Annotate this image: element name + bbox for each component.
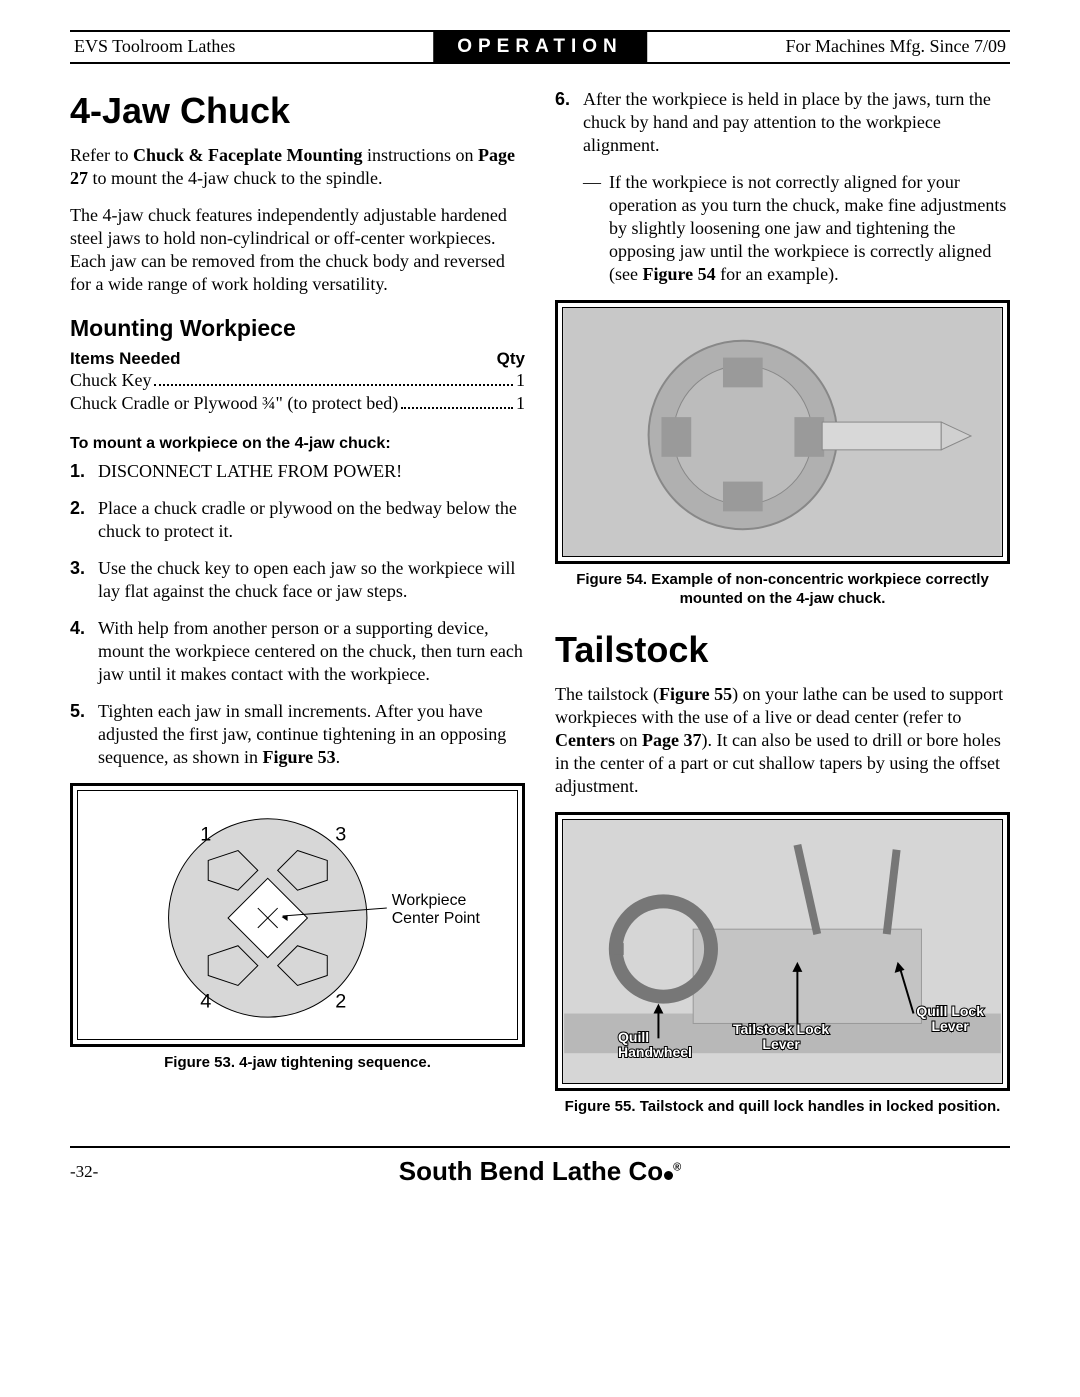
fig53-lbl2: Center Point [392,910,481,927]
intro-paragraph-2: The 4-jaw chuck features independently a… [70,204,525,296]
header-right: For Machines Mfg. Since 7/09 [782,35,1010,58]
jaw-num-1: 1 [200,824,211,846]
sub-step-dash: — If the workpiece is not correctly alig… [583,171,1010,286]
dot-leader [154,372,513,386]
step-item: 3.Use the chuck key to open each jaw so … [70,557,525,603]
dash-marker: — [583,171,609,286]
text: Quill [618,1029,649,1045]
figure-53-caption: Figure 53. 4-jaw tightening sequence. [70,1053,525,1072]
figure-55-photo: Quill Handwheel Tailstock Lock Lever Qui… [562,819,1003,1084]
items-needed-label: Items Needed [70,348,181,370]
section-title-tailstock: Tailstock [555,627,1010,673]
text: Refer to [70,145,133,165]
text: Lever [762,1036,799,1052]
brand-text: South Bend Lathe Co [399,1156,663,1186]
fig55-label-quill-handwheel: Quill Handwheel [618,1030,692,1061]
item-row: Chuck Key 1 [70,369,525,392]
step-item: 4.With help from another person or a sup… [70,617,525,686]
brand-dot-icon [664,1171,673,1180]
figure-53-diagram: 1 3 2 4 Workpiece Center Point [77,790,518,1040]
step-number: 3. [70,557,98,603]
subhead-mounting-workpiece: Mounting Workpiece [70,314,525,343]
text: to mount the 4-jaw chuck to the spindle. [88,168,382,188]
step-item: 2.Place a chuck cradle or plywood on the… [70,497,525,543]
step-text: With help from another person or a suppo… [98,617,525,686]
left-column: 4-Jaw Chuck Refer to Chuck & Faceplate M… [70,88,525,1126]
ref-figure-55: Figure 55 [659,684,732,704]
steps-list-cont: 6.After the workpiece is held in place b… [555,88,1010,157]
ref-figure-54: Figure 54 [642,264,715,284]
text: Lever [931,1018,968,1034]
footer: -32- South Bend Lathe Co ® [70,1146,1010,1186]
fig53-svg: 1 3 2 4 Workpiece Center Point [78,791,517,1039]
step-number: 5. [70,700,98,769]
figure-53-box: 1 3 2 4 Workpiece Center Point [70,783,525,1047]
steps-list: 1.DISCONNECT LATHE FROM POWER! 2.Place a… [70,460,525,769]
text: Quill Lock [916,1003,984,1019]
jaw-num-2: 2 [335,991,346,1013]
chuck-photo-icon [563,308,1002,556]
figure-55-box: Quill Handwheel Tailstock Lock Lever Qui… [555,812,1010,1091]
registered-mark: ® [673,1162,681,1174]
text: . [336,747,341,767]
jaw-num-4: 4 [200,991,211,1013]
figure-54-caption: Figure 54. Example of non-concentric wor… [555,570,1010,608]
text: on [615,730,642,750]
tailstock-paragraph: The tailstock (Figure 55) on your lathe … [555,683,1010,798]
item-label: Chuck Key [70,369,151,392]
jaw-num-3: 3 [335,824,346,846]
step-text: Tighten each jaw in small increments. Af… [98,700,525,769]
right-column: 6.After the workpiece is held in place b… [555,88,1010,1126]
text: Handwheel [618,1044,692,1060]
fig55-label-quill-lock: Quill Lock Lever [916,1004,984,1035]
step-text: DISCONNECT LATHE FROM POWER! [98,460,525,483]
dot-leader [401,395,513,409]
ref-chuck-faceplate: Chuck & Faceplate Mounting [133,145,363,165]
item-label: Chuck Cradle or Plywood ¾" (to protect b… [70,392,398,415]
figure-54-box [555,300,1010,564]
item-row: Chuck Cradle or Plywood ¾" (to protect b… [70,392,525,415]
section-title-4jaw: 4-Jaw Chuck [70,88,525,134]
text: instructions on [362,145,478,165]
item-qty: 1 [516,369,525,392]
header-left: EVS Toolroom Lathes [70,35,239,58]
step-item: 1.DISCONNECT LATHE FROM POWER! [70,460,525,483]
intro-paragraph-1: Refer to Chuck & Faceplate Mounting inst… [70,144,525,190]
instruction-heading: To mount a workpiece on the 4-jaw chuck: [70,434,525,454]
figure-55-caption: Figure 55. Tailstock and quill lock hand… [555,1097,1010,1116]
ref-centers: Centers [555,730,615,750]
step-text: Place a chuck cradle or plywood on the b… [98,497,525,543]
step-number: 4. [70,617,98,686]
step-number: 6. [555,88,583,157]
fig53-lbl1: Workpiece [392,892,467,909]
page-number: -32- [70,1161,98,1183]
footer-brand: South Bend Lathe Co ® [399,1155,681,1188]
items-needed-header: Items Needed Qty [70,348,525,370]
step-item: 5.Tighten each jaw in small increments. … [70,700,525,769]
ref-page-37: Page 37 [642,730,701,750]
text: The tailstock ( [555,684,659,704]
qty-label: Qty [497,348,525,370]
header-bar: EVS Toolroom Lathes OPERATION For Machin… [70,30,1010,64]
step-text: Use the chuck key to open each jaw so th… [98,557,525,603]
step-item: 6.After the workpiece is held in place b… [555,88,1010,157]
ref-figure-53: Figure 53 [262,747,335,767]
text: Tailstock Lock [733,1021,829,1037]
step-text: After the workpiece is held in place by … [583,88,1010,157]
fig55-label-tailstock-lock: Tailstock Lock Lever [733,1022,829,1053]
text: for an example). [716,264,839,284]
step-number: 1. [70,460,98,483]
sub-step-text: If the workpiece is not correctly aligne… [609,171,1010,286]
figure-54-photo [562,307,1003,557]
item-qty: 1 [516,392,525,415]
step-number: 2. [70,497,98,543]
header-center: OPERATION [433,32,647,62]
